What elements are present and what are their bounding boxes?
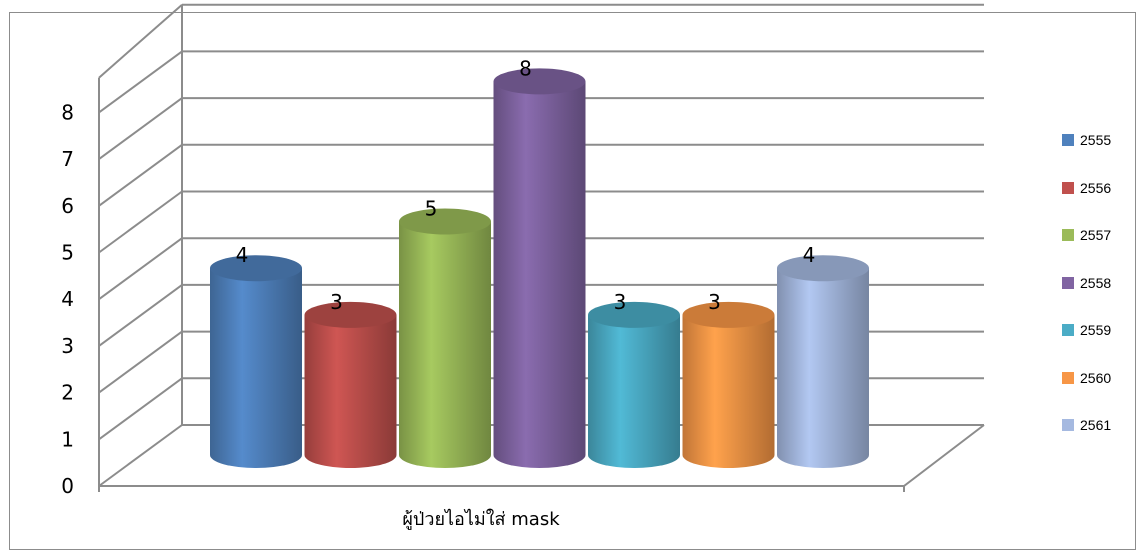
- legend-label: 2559: [1080, 322, 1112, 338]
- bar-top: [493, 68, 586, 95]
- gridline-side: [98, 97, 183, 160]
- legend-item: 2559: [1062, 320, 1111, 340]
- bar-top: [682, 301, 775, 328]
- bar-top: [304, 301, 397, 328]
- legend-swatch: [1062, 229, 1074, 241]
- data-label: 4: [803, 243, 816, 267]
- legend-label: 2558: [1080, 274, 1112, 291]
- bar-body: [588, 314, 680, 468]
- data-label: 4: [236, 243, 249, 267]
- gridline-side: [98, 237, 183, 301]
- y-tick-label: 3: [61, 334, 74, 358]
- bar-body: [210, 268, 302, 468]
- gridline-side: [98, 3, 183, 79]
- bar-2561: [777, 255, 869, 468]
- legend-item: 2561: [1062, 415, 1111, 435]
- bar-2560: [682, 301, 775, 468]
- gridline-side: [98, 424, 183, 487]
- gridline-side: [98, 330, 183, 394]
- bar-body: [682, 314, 775, 468]
- legend-label: 2556: [1080, 179, 1112, 196]
- bar-body: [399, 221, 491, 468]
- data-label: 3: [614, 290, 627, 314]
- legend-swatch: [1062, 419, 1074, 431]
- bar-body: [493, 81, 586, 469]
- gridline-side: [98, 284, 183, 347]
- legend-swatch: [1062, 371, 1074, 384]
- legend-item: 2557: [1062, 225, 1111, 245]
- gridline-side: [98, 190, 183, 254]
- legend-item: 2560: [1062, 368, 1111, 388]
- y-tick-label: 1: [61, 427, 74, 451]
- data-label: 3: [330, 290, 343, 314]
- gridline-side: [98, 50, 183, 114]
- legend-label: 2557: [1080, 227, 1112, 243]
- legend-swatch: [1062, 324, 1074, 336]
- legend-label: 2555: [1080, 132, 1112, 148]
- data-label: 8: [519, 56, 532, 80]
- y-tick-label: 2: [61, 381, 74, 405]
- axis-layer: 0 1 2 3 4 5 6 7 8: [61, 77, 985, 498]
- bar-top: [588, 301, 680, 328]
- legend-swatch: [1062, 181, 1074, 194]
- legend-swatch: [1062, 134, 1074, 146]
- data-label: 5: [425, 197, 438, 221]
- legend-label: 2560: [1080, 369, 1112, 386]
- bar-2558: [493, 68, 586, 469]
- bar-body: [777, 268, 869, 468]
- legend-swatch: [1062, 276, 1074, 289]
- bar-2557: [399, 208, 491, 468]
- x-axis-category-label: ผู้ป่วยไอไม่ใส่ mask: [402, 508, 560, 530]
- bar-body: [304, 314, 397, 468]
- bar-top: [210, 255, 302, 282]
- data-label: 3: [708, 290, 721, 314]
- bar-top: [777, 255, 869, 282]
- gridline-side: [98, 143, 183, 207]
- legend-label: 2561: [1080, 417, 1112, 433]
- gridline-side: [98, 377, 183, 441]
- legend-item: 2556: [1062, 178, 1111, 198]
- y-tick-label: 5: [61, 241, 74, 265]
- y-tick-label: 4: [61, 287, 74, 311]
- bars-layer: [210, 68, 869, 469]
- y-tick-label: 0: [61, 474, 74, 498]
- y-tick-label: 7: [61, 147, 74, 171]
- legend-item: 2558: [1062, 273, 1111, 293]
- legend-item: 2555: [1062, 130, 1111, 150]
- bar-2559: [588, 301, 680, 468]
- bar-2555: [210, 255, 302, 468]
- bar-top: [399, 208, 491, 235]
- y-tick-label: 6: [61, 194, 74, 218]
- labels-layer: 4 3 5 8 3 3 4: [236, 56, 816, 314]
- y-tick-label: 8: [61, 100, 74, 124]
- bar-2556: [304, 301, 397, 468]
